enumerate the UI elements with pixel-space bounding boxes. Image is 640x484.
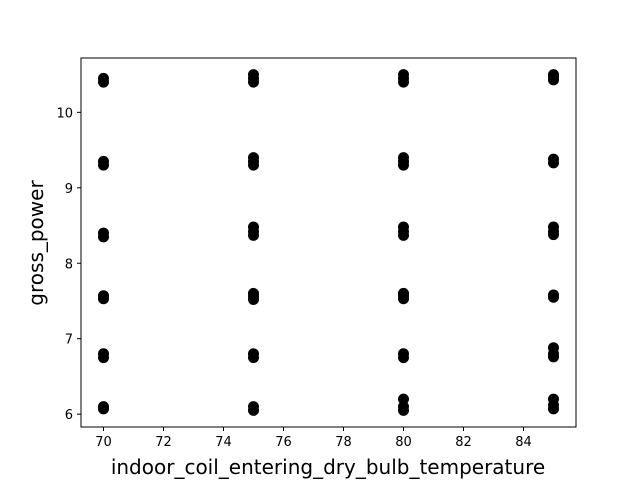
point [548, 289, 559, 301]
point [398, 69, 409, 81]
x-tick-label: 74 [215, 435, 232, 450]
point [548, 221, 559, 233]
point [248, 152, 259, 164]
plot-frame [80, 57, 577, 428]
x-tick-label: 78 [335, 435, 352, 450]
point [98, 227, 109, 239]
point [548, 342, 559, 354]
point [98, 348, 109, 360]
y-tick-label: 8 [65, 257, 73, 272]
point [548, 393, 559, 405]
x-axis-label: indoor_coil_entering_dry_bulb_temperatur… [111, 455, 545, 479]
point [98, 401, 109, 413]
x-tick-label: 80 [395, 435, 412, 450]
point [248, 401, 259, 413]
y-tick-label: 6 [65, 408, 73, 423]
point [98, 290, 109, 302]
x-tick-label: 82 [455, 435, 472, 450]
y-axis-label: gross_power [24, 180, 48, 306]
y-tick-label: 7 [65, 333, 73, 348]
point [98, 72, 109, 84]
point [398, 401, 409, 413]
point [398, 152, 409, 164]
x-tick-label: 84 [515, 435, 532, 450]
point [98, 155, 109, 167]
point [548, 69, 559, 81]
point [248, 221, 259, 233]
y-tick-label: 9 [65, 182, 73, 197]
point [398, 221, 409, 233]
point [398, 348, 409, 360]
point [248, 348, 259, 360]
point [398, 393, 409, 405]
y-tick-label: 10 [56, 106, 73, 121]
point [398, 287, 409, 299]
x-tick-label: 70 [95, 435, 112, 450]
point [248, 69, 259, 81]
point [248, 287, 259, 299]
point [548, 153, 559, 165]
x-tick-label: 76 [275, 435, 292, 450]
x-tick-label: 72 [155, 435, 172, 450]
